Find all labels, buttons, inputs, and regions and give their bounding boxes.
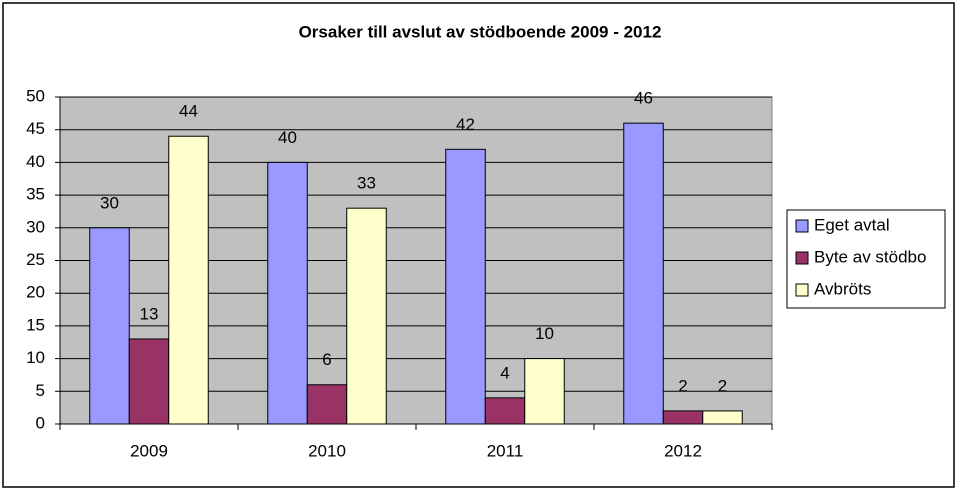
bar — [168, 135, 209, 425]
legend-label: Avbröts — [814, 279, 871, 298]
bar — [128, 338, 170, 425]
bar — [702, 410, 743, 425]
bar — [346, 207, 387, 425]
x-tick-label: 2010 — [308, 441, 346, 460]
data-label: 6 — [322, 350, 331, 369]
bar — [524, 358, 565, 425]
y-tick-label: 5 — [36, 381, 45, 400]
data-label: 2 — [678, 376, 687, 395]
data-label: 4 — [500, 363, 509, 382]
y-tick-label: 25 — [26, 250, 45, 269]
bar — [445, 148, 486, 425]
legend-swatch — [795, 219, 809, 233]
bar — [662, 410, 704, 425]
chart-title: Orsaker till avslut av stödboende 2009 -… — [299, 22, 662, 41]
data-label: 44 — [179, 102, 198, 121]
data-label: 2 — [718, 376, 727, 395]
y-tick-label: 20 — [26, 283, 45, 302]
x-tick-label: 2009 — [130, 441, 168, 460]
bar — [306, 384, 348, 425]
y-tick-label: 10 — [26, 348, 45, 367]
x-tick-label: 2011 — [487, 441, 524, 460]
y-tick-label: 50 — [26, 86, 45, 105]
y-tick-label: 15 — [26, 315, 45, 334]
y-tick-label: 0 — [36, 413, 45, 432]
y-tick-label: 30 — [26, 217, 45, 236]
data-label: 33 — [357, 174, 376, 193]
y-tick-label: 40 — [26, 152, 45, 171]
data-label: 46 — [634, 89, 653, 108]
bar — [267, 161, 308, 425]
legend-swatch — [795, 283, 809, 297]
bar — [484, 397, 526, 425]
data-label: 40 — [278, 128, 297, 147]
data-label: 42 — [456, 115, 475, 134]
legend-swatch — [795, 251, 809, 265]
y-tick-label: 45 — [26, 119, 45, 138]
y-tick-label: 35 — [26, 185, 45, 204]
data-label: 10 — [535, 324, 554, 343]
legend-label: Byte av stödbo — [814, 247, 926, 266]
bar — [623, 122, 664, 425]
data-label: 13 — [140, 304, 159, 323]
x-tick-label: 2012 — [664, 441, 702, 460]
legend-label: Eget avtal — [814, 215, 890, 234]
bar — [89, 227, 130, 425]
legend-box — [786, 209, 946, 309]
data-label: 30 — [100, 193, 119, 212]
